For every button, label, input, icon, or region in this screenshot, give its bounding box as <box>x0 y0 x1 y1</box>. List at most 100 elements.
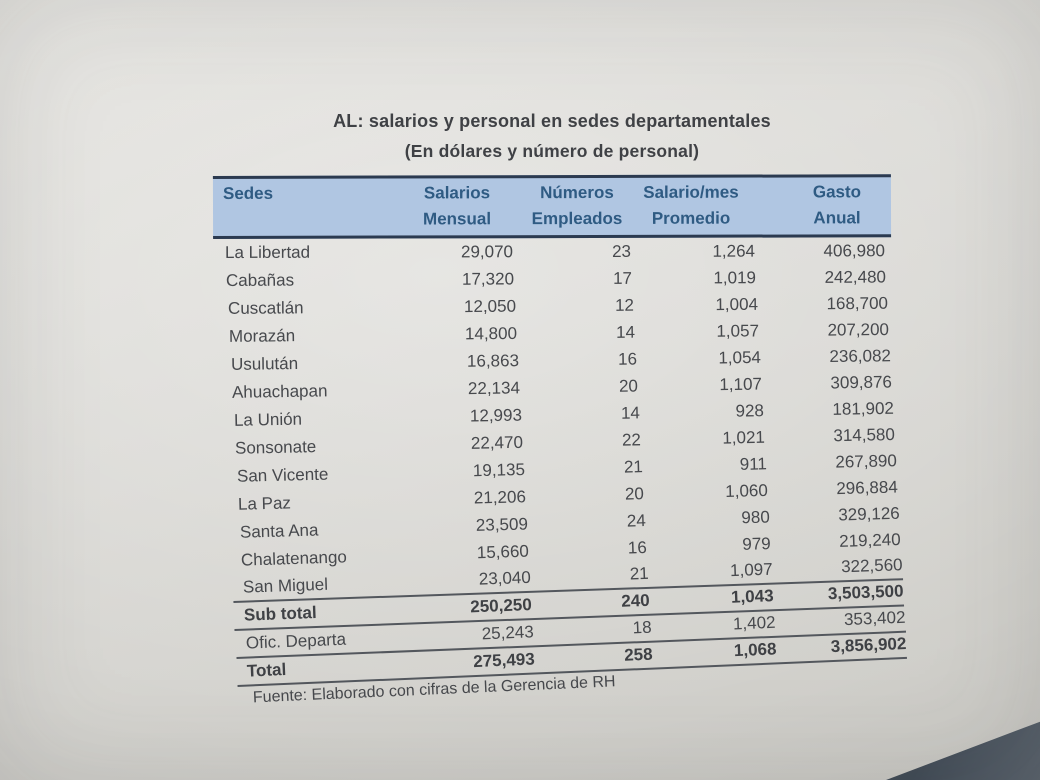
cell-salarios: 15,660 <box>476 541 530 563</box>
cell-gasto: 406,980 <box>823 241 885 261</box>
cell-sede: San Miguel <box>242 574 328 597</box>
cell-gasto: 314,580 <box>833 424 896 446</box>
cell-salarios: 16,863 <box>466 351 519 371</box>
cell-salarios: 12,993 <box>469 405 522 426</box>
cell-gasto: 219,240 <box>838 529 901 551</box>
cell-sede: Morazán <box>228 326 296 346</box>
document: AL: salarios y personal en sedes departa… <box>212 108 907 708</box>
cell-sede: Cuscatlán <box>227 298 304 318</box>
header-line: Sedes <box>222 183 274 203</box>
cell-empleados: 20 <box>618 376 639 396</box>
cell-sede: La Libertad <box>224 242 310 262</box>
cell-promedio: 1,068 <box>733 639 777 661</box>
salary-table: Sedes Salarios Mensual Números Empleados… <box>212 174 907 708</box>
cell-sede: Total <box>246 659 287 681</box>
cell-gasto: 242,480 <box>824 267 887 287</box>
cell-promedio: 1,019 <box>713 268 757 288</box>
cell-salarios: 19,135 <box>472 459 525 481</box>
cell-empleados: 21 <box>623 457 643 477</box>
cell-gasto: 353,402 <box>843 607 906 630</box>
cell-gasto: 296,884 <box>836 477 899 499</box>
cell-empleados: 18 <box>631 617 652 638</box>
cell-salarios: 250,250 <box>469 595 533 617</box>
header-cell-sedes: Sedes <box>213 181 403 233</box>
doc-subtitle: (En dólares y número de personal) <box>404 141 700 161</box>
header-line: Promedio <box>651 208 731 228</box>
cell-gasto: 3,856,902 <box>830 633 907 657</box>
cell-promedio: 1,060 <box>725 480 769 501</box>
cell-empleados: 12 <box>614 295 634 315</box>
cell-promedio: 911 <box>739 454 767 474</box>
cell-empleados: 22 <box>621 430 642 450</box>
cell-empleados: 20 <box>624 484 645 504</box>
cell-salarios: 23,509 <box>475 514 528 535</box>
header-line: Salario/mes <box>643 182 739 202</box>
cell-salarios: 29,070 <box>460 242 513 262</box>
cell-empleados: 16 <box>617 349 637 369</box>
cell-salarios: 14,800 <box>464 323 518 344</box>
cell-salarios: 25,243 <box>480 622 534 644</box>
cell-promedio: 928 <box>734 401 764 421</box>
header-line: Números <box>540 182 614 203</box>
header-cell-promedio: Salario/mes Promedio <box>629 180 753 232</box>
cell-sede: Sonsonate <box>234 437 317 458</box>
header-line: Empleados <box>531 208 623 229</box>
cell-gasto: 322,560 <box>840 555 903 577</box>
cell-empleados: 16 <box>627 537 648 558</box>
cell-promedio: 979 <box>742 534 772 554</box>
cell-salarios: 22,470 <box>470 432 524 453</box>
cell-promedio: 1,004 <box>714 294 758 315</box>
cell-gasto: 3,503,500 <box>827 581 904 604</box>
doc-title: AL: salarios y personal en sedes departa… <box>333 111 771 131</box>
header-line: Gasto <box>812 182 862 202</box>
cell-salarios: 17,320 <box>461 269 515 289</box>
cell-salarios: 23,040 <box>477 567 531 589</box>
cell-promedio: 1,107 <box>719 374 763 395</box>
cell-sede: Sub total <box>243 602 317 625</box>
cell-sede: Chalatenango <box>240 547 348 570</box>
cell-salarios: 21,206 <box>473 487 527 508</box>
cell-sede: Santa Ana <box>239 520 319 542</box>
cell-sede: San Vicente <box>236 464 329 486</box>
header-line: Anual <box>813 208 861 228</box>
cell-sede: Usulután <box>230 353 298 374</box>
header-line: Salarios <box>423 183 491 203</box>
cell-gasto: 236,082 <box>828 346 891 367</box>
cell-empleados: 14 <box>620 403 640 423</box>
cell-gasto: 267,890 <box>834 451 897 472</box>
header-cell-salarios: Salarios Mensual <box>403 180 511 232</box>
cell-salarios: 22,134 <box>467 378 521 399</box>
header-cell-empleados: Números Empleados <box>511 180 629 232</box>
cell-sede: Ofic. Departa <box>245 629 346 653</box>
cell-empleados: 24 <box>626 511 646 531</box>
header-line: Mensual <box>422 209 492 229</box>
cell-salarios: 275,493 <box>472 649 536 672</box>
cell-sede: La Paz <box>237 493 292 514</box>
cell-promedio: 1,097 <box>729 559 773 581</box>
header-cell-gasto: Gasto Anual <box>753 179 891 231</box>
cell-promedio: 1,264 <box>711 241 755 261</box>
cell-gasto: 309,876 <box>830 372 893 393</box>
cell-sede: Ahuachapan <box>231 381 328 402</box>
cell-gasto: 168,700 <box>825 293 888 314</box>
cell-sede: La Unión <box>233 409 302 430</box>
cell-promedio: 1,043 <box>730 586 774 607</box>
cell-gasto: 181,902 <box>831 398 894 419</box>
cell-empleados: 14 <box>615 322 636 342</box>
cell-empleados: 258 <box>623 644 653 665</box>
table-row: La Libertad 29,070 23 1,264 406,980 <box>214 237 884 267</box>
cell-promedio: 1,021 <box>722 427 766 448</box>
cell-empleados: 17 <box>613 268 633 288</box>
cell-salarios: 12,050 <box>463 296 516 317</box>
cell-promedio: 1,057 <box>716 321 760 341</box>
cell-sede: Cabañas <box>225 270 295 290</box>
cell-gasto: 207,200 <box>827 319 890 340</box>
cell-empleados: 21 <box>628 563 649 584</box>
table-header-row: Sedes Salarios Mensual Números Empleados… <box>212 174 892 239</box>
cell-promedio: 1,054 <box>717 347 761 368</box>
cell-promedio: 1,402 <box>732 612 776 634</box>
cell-promedio: 980 <box>740 507 770 528</box>
cell-empleados: 240 <box>620 590 651 611</box>
